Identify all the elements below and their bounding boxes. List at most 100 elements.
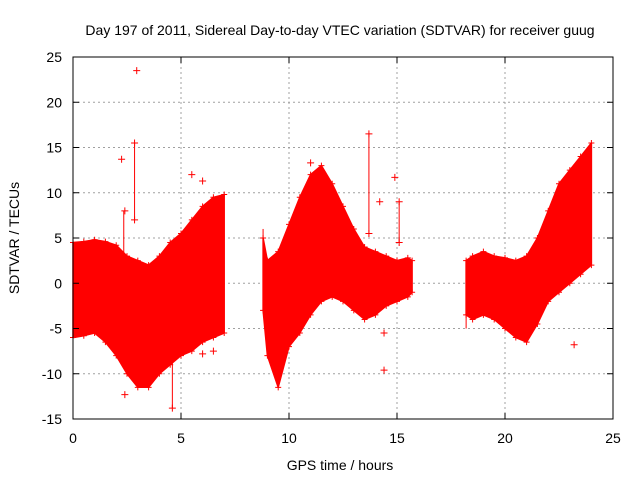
data-point-marker — [124, 253, 130, 260]
y-tick-label: 15 — [46, 140, 62, 156]
data-point-marker — [463, 257, 470, 264]
data-point-marker — [491, 253, 498, 260]
data-point-outlier — [121, 391, 129, 399]
data-point-marker — [480, 248, 487, 255]
data-point-outlier — [307, 159, 315, 167]
data-point-marker — [545, 298, 552, 305]
x-tick-label: 10 — [281, 430, 297, 446]
data-point-marker — [491, 316, 498, 323]
data-point-marker — [502, 325, 508, 332]
data-point-marker — [296, 194, 303, 201]
data-point-outlier — [133, 67, 141, 75]
y-tick-label: -5 — [50, 321, 63, 337]
data-point-marker — [534, 235, 541, 241]
data-point-marker — [350, 225, 357, 232]
data-point-outlier — [395, 239, 403, 247]
data-point-marker — [340, 203, 346, 210]
data-point-marker — [221, 191, 228, 198]
data-point-marker — [260, 307, 267, 314]
x-axis-tick-labels: 0 5 10 15 20 25 — [69, 430, 621, 446]
x-tick-label: 0 — [69, 430, 77, 446]
data-point-marker — [167, 239, 174, 246]
data-point-marker — [145, 262, 152, 269]
data-point-marker — [383, 302, 390, 309]
data-point-marker — [329, 180, 336, 187]
data-point-marker — [156, 370, 163, 377]
data-point-marker — [156, 253, 163, 260]
data-point-marker — [409, 289, 416, 296]
data-point-marker — [588, 139, 595, 146]
data-point-marker — [80, 332, 87, 339]
data-point-marker — [404, 293, 411, 300]
data-point-marker — [318, 162, 325, 169]
data-point-marker — [394, 257, 400, 264]
data-point-marker — [512, 334, 519, 341]
data-point-marker — [145, 384, 152, 391]
data-point-marker — [199, 339, 206, 346]
y-tick-label: 0 — [54, 275, 62, 291]
data-point-outlier — [380, 366, 388, 374]
data-point-marker — [113, 242, 120, 249]
data-point-marker — [124, 370, 130, 377]
data-point-marker — [210, 194, 217, 201]
data-point-marker — [91, 236, 98, 243]
chart-title: Day 197 of 2011, Sidereal Day-to-day VTE… — [85, 22, 594, 38]
data-point-marker — [469, 316, 476, 323]
data-point-marker — [480, 311, 487, 318]
data-point-outlier — [131, 139, 139, 147]
data-point-marker — [409, 257, 416, 264]
data-band — [262, 164, 413, 389]
data-point-marker — [178, 352, 184, 359]
data-point-marker — [394, 298, 400, 305]
data-point-marker — [199, 203, 206, 210]
data-point-marker — [221, 330, 228, 337]
x-axis-title: GPS time / hours — [287, 457, 394, 473]
data-point-marker — [102, 238, 109, 245]
data-point-marker — [556, 180, 562, 187]
data-point-marker — [188, 216, 195, 223]
data-point-marker — [318, 298, 325, 305]
data-point-outlier — [199, 177, 207, 185]
data-point-outlier — [380, 329, 388, 337]
data-point-outlier — [391, 173, 399, 181]
data-point-marker — [350, 307, 357, 314]
data-point-outlier — [395, 198, 403, 206]
y-tick-label: 25 — [46, 49, 62, 65]
x-tick-label: 25 — [605, 430, 621, 446]
x-tick-label: 15 — [389, 430, 405, 446]
data-point-marker — [577, 271, 584, 278]
data-point-outlier — [209, 347, 217, 355]
data-point-marker — [502, 254, 508, 261]
data-point-outlier — [188, 171, 196, 179]
axis-ticks — [72, 56, 614, 420]
data-point-marker — [91, 330, 98, 337]
data-point-marker — [296, 330, 303, 337]
data-point-marker — [523, 339, 530, 346]
data-point-marker — [545, 207, 552, 214]
data-point-marker — [404, 254, 411, 261]
data-point-marker — [188, 348, 195, 355]
data-point-marker — [556, 289, 562, 296]
data-point-marker — [523, 253, 530, 260]
data-point-outlier — [121, 207, 129, 215]
data-point-outlier — [376, 198, 384, 206]
data-point-marker — [566, 280, 573, 287]
data-point-outlier — [365, 229, 373, 237]
data-point-marker — [134, 384, 141, 391]
data-point-marker — [307, 171, 314, 178]
y-tick-label: 5 — [54, 230, 62, 246]
data-point-outlier — [365, 130, 373, 138]
data-point-marker — [372, 311, 379, 318]
data-layer — [70, 67, 595, 412]
data-point-marker — [178, 230, 184, 237]
data-point-marker — [512, 257, 519, 264]
x-tick-label: 20 — [497, 430, 513, 446]
y-tick-label: -10 — [42, 366, 62, 382]
data-point-marker — [469, 253, 476, 260]
y-tick-label: -15 — [42, 411, 62, 427]
data-point-marker — [134, 257, 141, 264]
data-point-marker — [383, 253, 390, 260]
data-point-marker — [275, 384, 282, 391]
y-axis-tick-labels: -15 -10 -5 0 5 10 15 20 25 — [42, 49, 62, 427]
data-point-marker — [80, 238, 87, 245]
